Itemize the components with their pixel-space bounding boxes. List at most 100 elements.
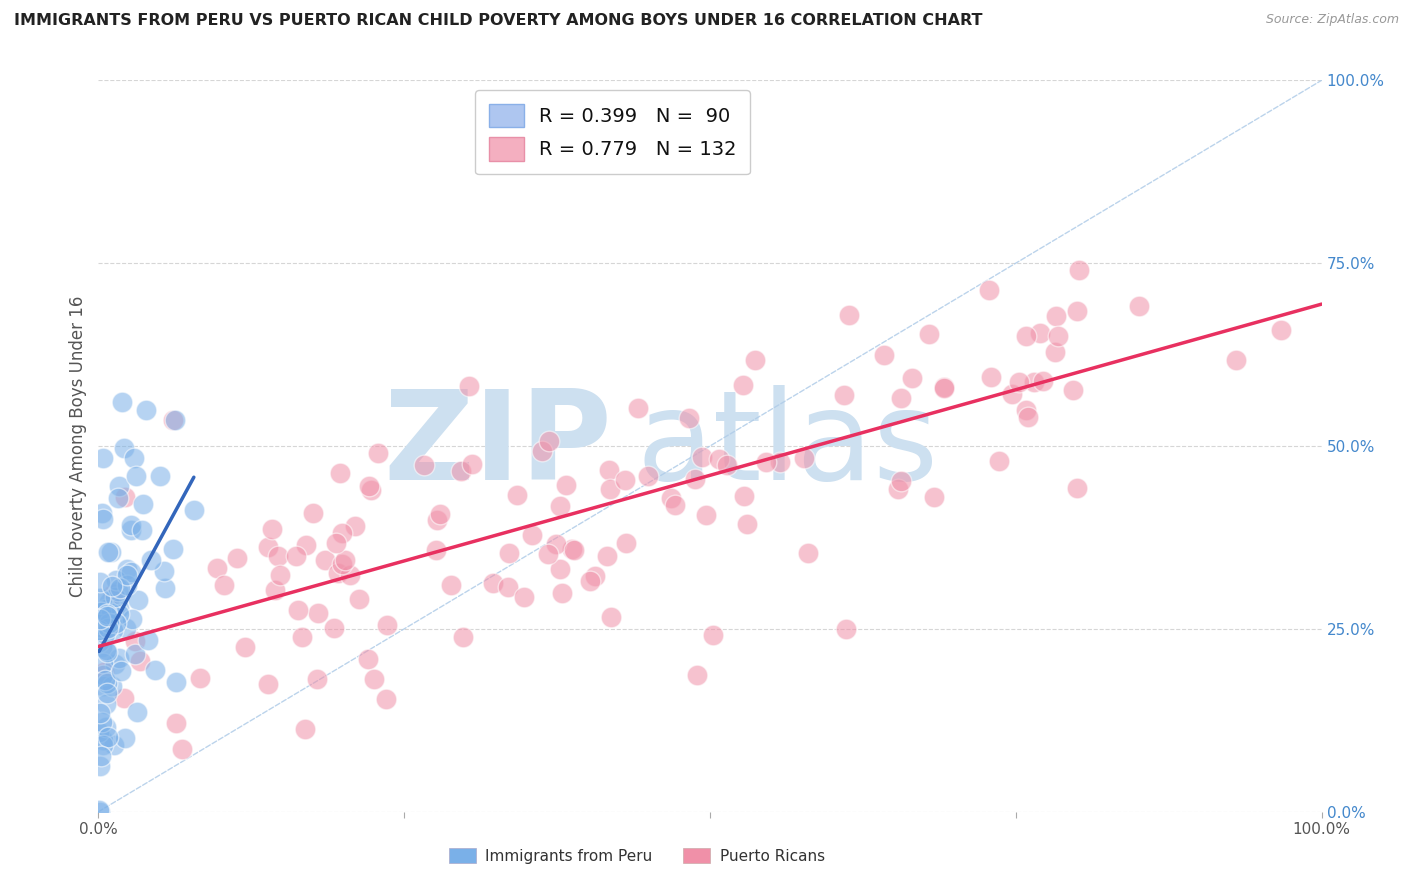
Point — [100, 545, 122, 559]
Point — [262, 522, 284, 536]
Point — [323, 621, 346, 635]
Point — [555, 478, 578, 492]
Point — [256, 677, 278, 691]
Point — [548, 499, 571, 513]
Point — [96, 697, 118, 711]
Point — [333, 553, 356, 567]
Point — [115, 568, 138, 582]
Point — [124, 468, 146, 483]
Point — [1045, 310, 1067, 324]
Point — [685, 667, 707, 681]
Point — [100, 607, 122, 621]
Y-axis label: Child Poverty Among Boys Under 16: Child Poverty Among Boys Under 16 — [69, 295, 87, 597]
Point — [664, 498, 686, 512]
Legend: Immigrants from Peru, Puerto Ricans: Immigrants from Peru, Puerto Ricans — [443, 842, 831, 870]
Point — [127, 706, 149, 720]
Point — [107, 583, 129, 598]
Point — [122, 450, 145, 465]
Point — [87, 634, 110, 648]
Point — [793, 450, 815, 465]
Point — [103, 590, 125, 604]
Point — [561, 541, 583, 556]
Point — [1066, 481, 1088, 495]
Point — [562, 542, 585, 557]
Point — [94, 622, 117, 636]
Point — [890, 475, 912, 489]
Point — [162, 413, 184, 427]
Point — [429, 507, 451, 521]
Point — [136, 632, 159, 647]
Point — [917, 327, 939, 342]
Point — [769, 455, 792, 469]
Point — [1015, 328, 1038, 343]
Point — [111, 395, 134, 409]
Point — [357, 652, 380, 666]
Point — [325, 535, 347, 549]
Point — [716, 458, 738, 473]
Point — [626, 401, 648, 415]
Point — [94, 720, 117, 734]
Point — [153, 582, 176, 596]
Point — [359, 479, 381, 493]
Point — [683, 472, 706, 486]
Point — [89, 759, 111, 773]
Point — [131, 497, 153, 511]
Point — [1001, 387, 1024, 401]
Point — [744, 353, 766, 368]
Point — [707, 452, 730, 467]
Point — [135, 402, 157, 417]
Point — [551, 586, 574, 600]
Point — [257, 541, 280, 555]
Point — [498, 546, 520, 560]
Point — [578, 574, 600, 588]
Point — [96, 686, 118, 700]
Point — [91, 667, 114, 681]
Point — [94, 626, 117, 640]
Point — [530, 444, 553, 458]
Point — [91, 506, 114, 520]
Point — [96, 607, 118, 621]
Point — [1128, 299, 1150, 313]
Point — [900, 370, 922, 384]
Point — [91, 738, 114, 752]
Point — [291, 630, 314, 644]
Point — [89, 706, 111, 720]
Point — [360, 483, 382, 497]
Point — [329, 466, 352, 480]
Point — [101, 579, 124, 593]
Point — [104, 615, 127, 630]
Point — [330, 557, 353, 571]
Point — [91, 511, 114, 525]
Point — [755, 454, 778, 468]
Point — [89, 591, 111, 605]
Point — [367, 446, 389, 460]
Point — [583, 568, 606, 582]
Point — [932, 381, 955, 395]
Point — [886, 482, 908, 496]
Text: Source: ZipAtlas.com: Source: ZipAtlas.com — [1265, 13, 1399, 27]
Point — [91, 733, 114, 747]
Point — [89, 612, 111, 626]
Point — [91, 640, 114, 654]
Point — [440, 578, 463, 592]
Point — [162, 542, 184, 557]
Point — [838, 308, 860, 322]
Point — [89, 724, 111, 739]
Point — [307, 672, 329, 686]
Point — [1014, 403, 1036, 417]
Point — [1062, 383, 1084, 397]
Point — [496, 580, 519, 594]
Point — [537, 547, 560, 561]
Point — [295, 538, 318, 552]
Point — [94, 673, 117, 688]
Point — [614, 474, 637, 488]
Point — [141, 553, 163, 567]
Point — [188, 671, 211, 685]
Point — [797, 546, 820, 560]
Point — [924, 490, 946, 504]
Point — [733, 378, 755, 392]
Point — [678, 411, 700, 425]
Point — [89, 574, 111, 589]
Point — [267, 549, 290, 563]
Point — [165, 413, 187, 427]
